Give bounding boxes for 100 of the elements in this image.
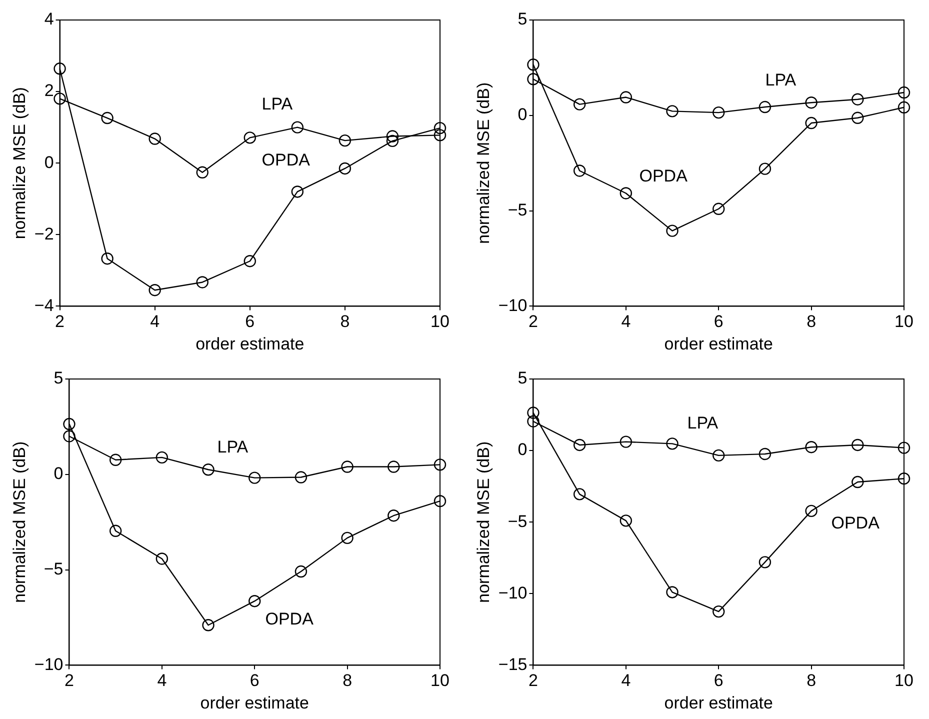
point	[805, 504, 818, 518]
point	[898, 101, 910, 114]
point	[852, 93, 864, 106]
point	[294, 471, 308, 484]
y-tick-label: −5	[44, 559, 64, 578]
x-tick-label: 4	[621, 312, 631, 332]
point	[244, 132, 256, 144]
point	[148, 284, 161, 296]
y-tick-label: −10	[498, 583, 528, 602]
point	[712, 202, 725, 215]
point	[109, 524, 122, 537]
point	[758, 556, 772, 568]
y-tick-label: −10	[498, 296, 528, 315]
x-tick-label: 10	[894, 312, 914, 332]
point	[244, 255, 256, 268]
x-axis-title: order estimate	[664, 334, 773, 354]
point	[248, 472, 261, 484]
y-axis-title: normalized MSE (dB)	[474, 441, 493, 603]
y-tick-label: −10	[34, 654, 64, 674]
y-axis-title: normalized MSE (dB)	[10, 441, 29, 603]
point	[527, 73, 540, 86]
point	[712, 106, 725, 119]
point	[898, 472, 910, 485]
series-label: OPDA	[265, 610, 314, 629]
x-tick-label: 6	[245, 312, 255, 332]
point	[341, 460, 354, 473]
y-tick-label: 0	[518, 105, 528, 124]
x-axis-title: order estimate	[664, 693, 773, 712]
x-axis-title: order estimate	[200, 693, 309, 712]
point	[620, 91, 632, 104]
y-tick-label: 0	[518, 440, 528, 460]
y-tick-label: 0	[44, 152, 54, 172]
point	[156, 552, 168, 565]
point	[109, 454, 122, 466]
point	[666, 105, 678, 118]
point	[898, 442, 910, 454]
x-tick-label: 8	[806, 312, 816, 332]
point	[758, 448, 772, 460]
point	[573, 164, 586, 177]
point	[388, 460, 400, 473]
point	[805, 96, 818, 109]
point	[620, 514, 632, 527]
point	[852, 438, 864, 452]
point	[248, 594, 261, 608]
y-tick-label: 4	[44, 10, 54, 29]
point	[294, 565, 308, 578]
point	[573, 488, 586, 500]
y-tick-label: 5	[518, 368, 528, 388]
point	[291, 121, 304, 134]
y-tick-label: −5	[508, 200, 528, 220]
point	[338, 134, 352, 147]
point	[386, 134, 399, 148]
y-tick-label: 5	[518, 10, 528, 29]
point	[63, 430, 76, 442]
y-tick-label: −5	[508, 512, 528, 531]
x-axis-title: order estimate	[196, 334, 304, 354]
y-tick-label: 0	[54, 464, 64, 484]
point	[666, 224, 678, 237]
point	[434, 458, 446, 471]
point	[758, 100, 772, 114]
y-tick-label: −2	[34, 224, 54, 244]
point	[712, 605, 725, 618]
point	[434, 122, 446, 134]
point	[852, 112, 864, 124]
x-tick-label: 10	[430, 671, 450, 690]
point	[573, 98, 586, 110]
y-tick-label: 5	[54, 368, 64, 388]
point	[291, 186, 304, 198]
y-tick-label: 2	[44, 81, 54, 100]
point	[338, 162, 352, 175]
point	[101, 252, 114, 265]
series-label: OPDA	[262, 150, 311, 170]
y-tick-label: −4	[34, 296, 54, 315]
point	[527, 58, 540, 71]
point	[388, 510, 400, 522]
point	[386, 130, 399, 142]
point	[758, 162, 772, 175]
point	[434, 495, 446, 508]
point	[898, 86, 910, 99]
point	[101, 112, 114, 124]
series-label: LPA	[262, 94, 294, 114]
point	[156, 451, 168, 464]
x-tick-label: 6	[714, 671, 724, 690]
point	[196, 276, 208, 288]
point	[434, 129, 446, 142]
point	[527, 406, 540, 419]
x-tick-label: 8	[342, 671, 352, 690]
point	[573, 438, 586, 452]
x-tick-label: 6	[250, 671, 260, 690]
x-tick-label: 10	[894, 671, 914, 690]
y-tick-label: −15	[498, 654, 528, 674]
point	[805, 441, 818, 454]
x-tick-label: 10	[430, 312, 450, 332]
point	[148, 132, 161, 145]
series-label: LPA	[765, 70, 797, 90]
point	[202, 619, 214, 632]
point	[341, 532, 354, 544]
point	[666, 438, 678, 450]
point	[712, 449, 725, 462]
point	[202, 464, 214, 476]
